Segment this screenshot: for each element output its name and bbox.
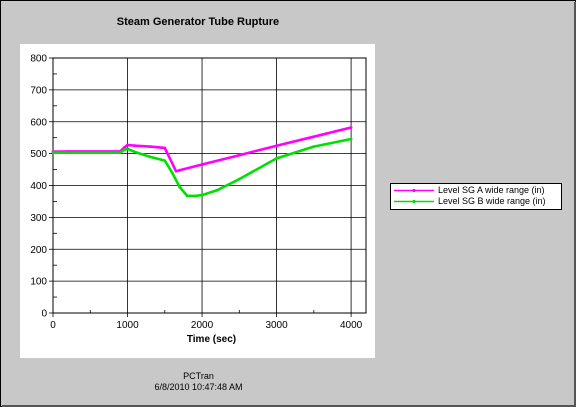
y-tick-label: 300 — [30, 213, 47, 224]
data-point-sg-b — [126, 147, 129, 151]
x-tick-label: 4000 — [340, 320, 363, 331]
x-axis-label: Time (sec) — [187, 334, 236, 345]
x-tick-label: 0 — [50, 320, 56, 331]
data-point-sg-a — [200, 163, 204, 166]
legend-label-sg-b: Level SG B wide range (in) — [438, 196, 546, 206]
data-point-sg-b — [123, 148, 126, 152]
y-tick-label: 100 — [30, 277, 47, 288]
legend-swatch-sg-a — [394, 188, 434, 193]
legend-swatch-sg-b — [394, 199, 434, 204]
data-point-sg-a — [164, 149, 168, 153]
footer: PCTran 6/8/2010 10:47:48 AM — [121, 371, 276, 393]
x-tick-label: 3000 — [265, 320, 288, 331]
chart-title: Steam Generator Tube Rupture — [116, 16, 280, 28]
data-point-sg-a — [163, 146, 167, 150]
data-point-sg-b — [178, 185, 182, 189]
data-point-sg-a — [237, 153, 241, 157]
data-point-sg-b — [148, 155, 152, 159]
y-tick-label: 800 — [30, 54, 47, 65]
data-point-sg-b — [312, 145, 316, 149]
data-point-sg-a — [148, 145, 152, 149]
data-point-sg-a — [178, 168, 182, 172]
y-tick-label: 600 — [30, 117, 47, 128]
footer-timestamp: 6/8/2010 10:47:48 AM — [154, 382, 243, 392]
data-point-sg-b — [237, 177, 241, 181]
data-point-sg-b — [215, 188, 219, 192]
y-tick-label: 500 — [30, 149, 47, 160]
y-tick-label: 400 — [30, 181, 47, 192]
series-line-sg-a — [52, 126, 352, 173]
window-shadow-right — [574, 2, 576, 407]
y-tick-label: 200 — [30, 245, 47, 256]
data-point-sg-a — [133, 144, 137, 148]
data-point-sg-b — [118, 151, 122, 155]
window-shadow-bottom — [2, 405, 576, 407]
plot-panel: 0 100 200 300 400 500 600 700 800 0 1000 2000 3000 40… — [20, 44, 375, 358]
x-tick-label: 1000 — [116, 320, 139, 331]
data-point-sg-b — [275, 157, 278, 160]
data-point-sg-a — [275, 144, 278, 148]
data-point-sg-b — [170, 171, 174, 175]
data-point-sg-b — [185, 194, 189, 198]
y-tick-label: 700 — [30, 85, 47, 96]
legend: Level SG A wide range (in) Level SG B wi… — [390, 183, 562, 210]
data-point-sg-b — [163, 159, 167, 163]
data-point-sg-a — [349, 126, 353, 129]
data-point-sg-a — [123, 145, 126, 149]
x-tick-label: 2000 — [191, 320, 214, 331]
data-point-sg-a — [126, 143, 129, 147]
legend-label-sg-a: Level SG A wide range (in) — [438, 185, 545, 195]
data-point-sg-b — [193, 194, 196, 198]
footer-app-name: PCTran — [183, 371, 214, 381]
data-point-sg-b — [51, 151, 55, 155]
plot-area: 0 100 200 300 400 500 600 700 800 0 1000 2000 3000 40… — [30, 54, 367, 345]
data-point-sg-a — [312, 135, 316, 139]
y-tick-label: 0 — [41, 309, 47, 320]
data-point-sg-b — [133, 150, 137, 154]
data-point-sg-b — [66, 151, 70, 155]
data-point-sg-a — [174, 169, 178, 173]
data-point-sg-b — [349, 137, 353, 141]
data-point-sg-b — [200, 193, 204, 197]
